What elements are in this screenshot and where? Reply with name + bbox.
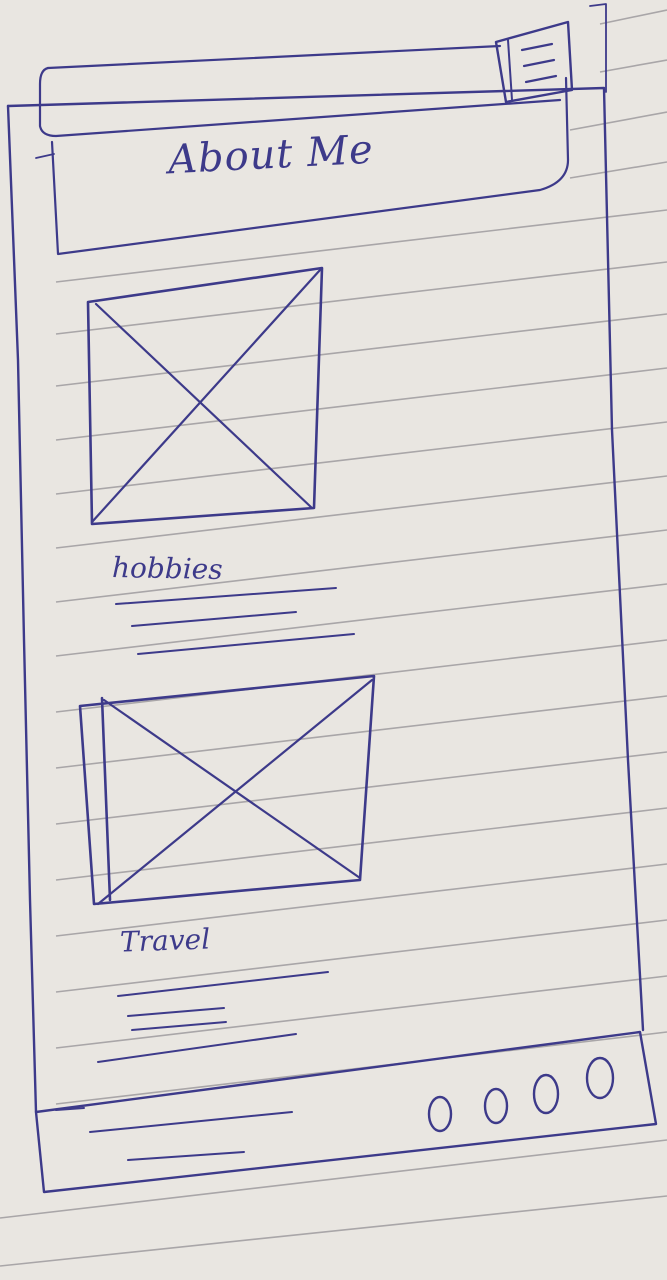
social-icon[interactable] [482,1086,510,1126]
travel-image-placeholder-icon [78,674,376,906]
social-icon[interactable] [426,1094,454,1134]
footer-text-lines [89,1111,293,1161]
social-icon[interactable] [532,1072,562,1116]
hobbies-image-placeholder-icon [86,266,324,526]
page-frame [6,3,645,1114]
hobbies-text-lines [115,587,355,655]
social-icon[interactable] [585,1056,617,1102]
section-title-hobbies: hobbies [111,551,223,586]
footer-social-icons [427,1056,615,1133]
menu-button[interactable] [496,20,576,104]
paper-ruling [0,9,667,1267]
travel-text-lines [97,971,329,1063]
section-title-travel: Travel [119,922,211,959]
hamburger-menu-icon[interactable] [494,20,574,104]
header-box [35,44,570,256]
footer-box [34,1030,658,1194]
